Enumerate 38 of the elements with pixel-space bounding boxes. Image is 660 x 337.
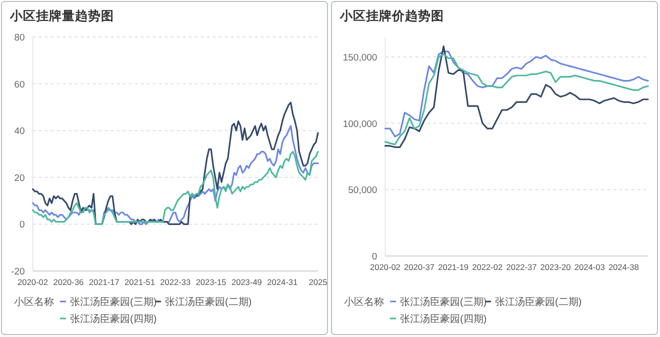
legend-label: 张江汤臣豪园(四期)	[400, 313, 487, 325]
legend-title: 小区名称	[14, 296, 54, 308]
y-tick-label: 100,000	[342, 118, 378, 130]
y-tick-label: 150,000	[342, 52, 378, 64]
y-tick-label: 0	[20, 220, 25, 231]
x-tick-label: 2020-02	[370, 262, 401, 272]
y-tick-label: 60	[14, 79, 25, 90]
x-tick-label: 2023-15	[196, 277, 227, 287]
x-tick-label: 2022-33	[160, 277, 192, 287]
x-tick-label: 2024-03	[574, 262, 606, 272]
x-tick-label: 2023-49	[231, 277, 262, 287]
x-tick-label: 2022-37	[506, 262, 538, 272]
line-series	[32, 102, 319, 225]
y-tick-label: 20	[14, 172, 25, 184]
x-tick-label: 2022-02	[472, 262, 504, 272]
x-tick-label: 2025	[308, 277, 328, 287]
line-series	[32, 150, 319, 225]
legend-label: 张江汤臣豪园(四期)	[70, 313, 157, 325]
y-tick-label: 80	[14, 32, 25, 44]
y-tick-label: 0	[372, 252, 378, 262]
x-tick-label: 2021-19	[438, 262, 469, 272]
legend-label: 张江汤臣豪园(二期)	[495, 296, 582, 308]
x-tick-label: 2024-38	[608, 262, 640, 272]
x-tick-label: 2023-20	[540, 262, 572, 272]
legend-title: 小区名称	[344, 296, 384, 308]
x-tick-label: 2024-31	[267, 277, 298, 287]
y-tick-label: 50,000	[348, 185, 378, 196]
x-tick-label: 2021-51	[124, 277, 156, 287]
x-tick-label: 2020-37	[404, 262, 435, 272]
x-tick-label: 2020-36	[53, 277, 84, 287]
chart-title: 小区挂牌价趋势图	[339, 8, 444, 23]
chart-title: 小区挂牌量趋势图	[9, 8, 114, 23]
y-tick-label: 40	[14, 126, 25, 138]
y-tick-label: -20	[11, 266, 25, 278]
legend-label: 张江汤臣豪园(二期)	[165, 296, 252, 308]
x-tick-label: 2020-02	[18, 277, 48, 287]
x-tick-label: 2021-17	[88, 277, 120, 287]
line-series	[32, 125, 319, 225]
